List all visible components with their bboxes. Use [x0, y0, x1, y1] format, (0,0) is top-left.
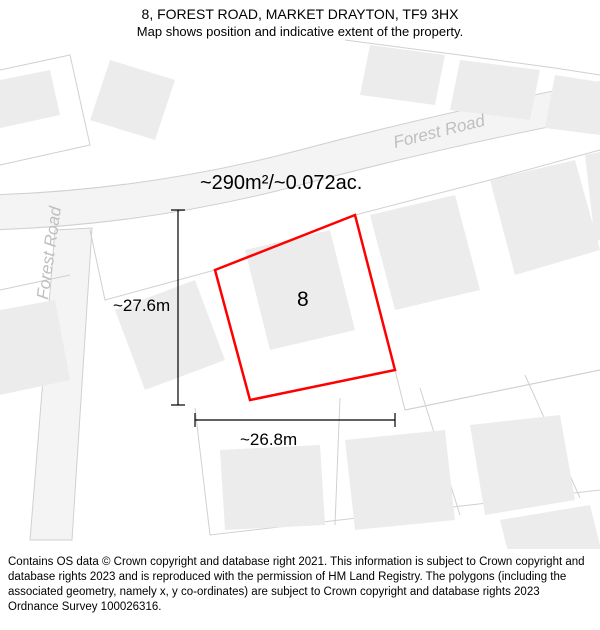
copyright-footer: Contains OS data © Crown copyright and d…	[0, 549, 600, 625]
page-title: 8, FOREST ROAD, MARKET DRAYTON, TF9 3HX	[10, 6, 590, 22]
map-canvas: Forest RoadForest Road ~290m²/~0.072ac. …	[0, 0, 600, 625]
property-number: 8	[297, 288, 309, 312]
height-dimension-label: ~27.6m	[113, 296, 170, 316]
map-svg: Forest RoadForest Road	[0, 0, 600, 625]
area-label: ~290m²/~0.072ac.	[200, 172, 362, 195]
page-subtitle: Map shows position and indicative extent…	[10, 24, 590, 39]
header: 8, FOREST ROAD, MARKET DRAYTON, TF9 3HX …	[0, 0, 600, 41]
width-dimension-label: ~26.8m	[240, 430, 297, 450]
